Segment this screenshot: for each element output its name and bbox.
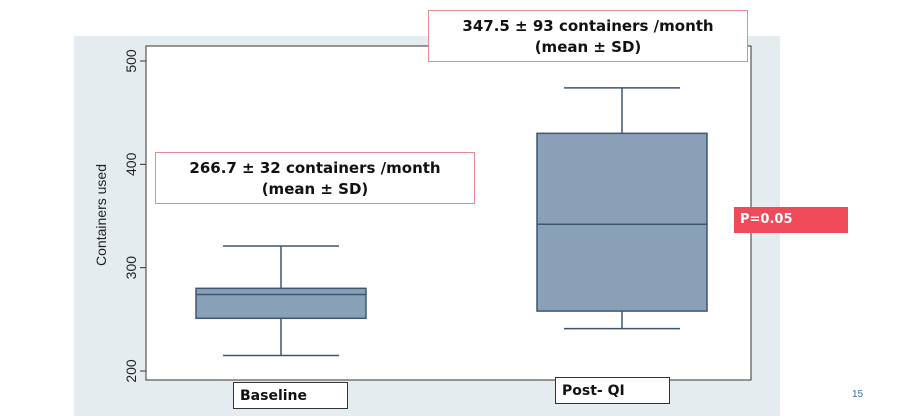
baseline-annotation: 266.7 ± 32 containers /month (mean ± SD) [155,152,475,204]
p-value-badge: P=0.05 [734,207,848,233]
baseline-annotation-line1: 266.7 ± 32 containers /month [189,159,441,177]
slide-number: 15 [852,389,864,400]
y-tick-label-200: 200 [123,359,139,383]
y-tick-label-500: 500 [123,49,139,73]
baseline-annotation-line2: (mean ± SD) [261,180,369,198]
postqi-annotation: 347.5 ± 93 containers /month (mean ± SD) [428,10,748,62]
category-label-postqi: Post- QI [555,377,670,404]
boxes [195,87,708,357]
postqi-annotation-line2: (mean ± SD) [534,38,642,56]
box-iqr-postqi [536,132,708,312]
y-axis: 200 300 400 500 [123,49,146,383]
box-baseline [195,245,367,357]
box-iqr-baseline [195,287,367,320]
y-tick-label-400: 400 [123,152,139,176]
category-label-baseline: Baseline [233,382,348,409]
y-tick-label-300: 300 [123,256,139,280]
box-postqi [536,87,708,330]
postqi-annotation-line1: 347.5 ± 93 containers /month [462,17,714,35]
y-axis-label: Containers used [93,164,109,266]
